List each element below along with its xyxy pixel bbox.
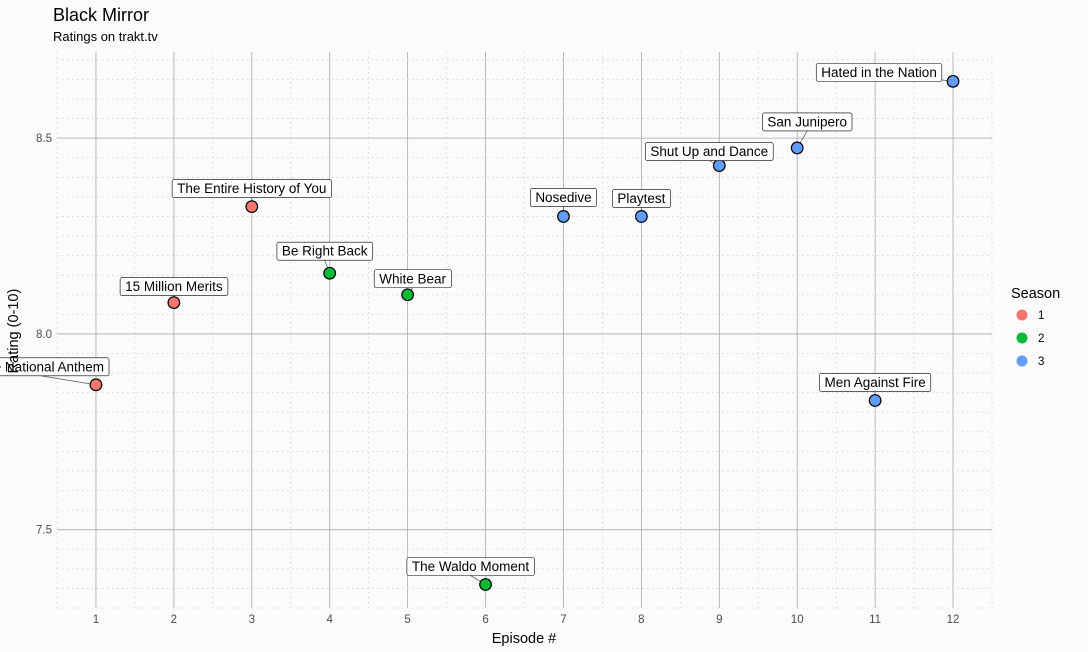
x-tick-label: 2 [171, 614, 177, 626]
point-label: Shut Up and Dance [645, 142, 774, 161]
episode-point [868, 394, 882, 407]
legend-items: 1 2 3 [1016, 309, 1044, 368]
point-label-box [612, 189, 671, 208]
x-tick-label: 11 [869, 614, 881, 626]
point-label-box [815, 63, 943, 82]
point-label-box [819, 373, 932, 392]
episode-point [323, 266, 337, 280]
point-label-text: San Junipero [767, 114, 847, 129]
label-connector [40, 375, 97, 386]
point-label: Nosedive [530, 188, 597, 207]
episode-point [712, 159, 726, 172]
chart-subtitle: Ratings on trakt.tv [53, 29, 158, 44]
point-label: San Junipero [762, 112, 853, 132]
legend-swatch [1016, 355, 1028, 367]
episode-point [790, 141, 804, 155]
point-label-text: Playtest [617, 191, 665, 206]
point-labels: The National Anthem 15 Million Merits The … [0, 63, 943, 576]
point-label-box [0, 357, 110, 377]
point-label: 15 Million Merits [119, 277, 229, 296]
legend-label: 3 [1038, 356, 1044, 368]
episode-point [479, 578, 492, 591]
x-tick-label: 4 [327, 614, 334, 626]
legend-title: Season [1011, 286, 1060, 302]
point-label-text: Men Against Fire [824, 375, 925, 390]
point-label-text: The Waldo Moment [412, 559, 530, 574]
x-axis-label: Episode # [492, 631, 557, 647]
data-points [89, 74, 960, 591]
point-label: The National Anthem [0, 357, 110, 377]
point-label-text: The Entire History of You [177, 181, 326, 196]
point-label-box [171, 179, 332, 198]
point-label-text: 15 Million Merits [125, 279, 223, 294]
point-label-box [276, 241, 374, 261]
episode-point [634, 210, 648, 223]
point-label-box [762, 112, 853, 132]
x-tick-label: 5 [404, 614, 410, 626]
point-label-text: The National Anthem [0, 359, 104, 374]
point-label: The Entire History of You [171, 179, 332, 198]
point-label-text: Nosedive [535, 190, 591, 205]
grid-lines [56, 52, 993, 609]
x-tick-label: 12 [947, 614, 960, 626]
point-label-box [530, 188, 597, 207]
episode-point [245, 200, 259, 214]
point-label: Be Right Back [276, 241, 374, 261]
label-connectors [40, 71, 954, 585]
x-tick-label: 10 [791, 614, 804, 626]
point-label: Hated in the Nation [815, 63, 943, 82]
point-label-box [373, 269, 452, 289]
x-tick-label: 1 [93, 614, 99, 626]
y-axis-ticks: 7.5 8.0 8.5 [36, 133, 52, 537]
episode-point [557, 210, 570, 223]
episode-point [89, 378, 103, 392]
point-label-text: Hated in the Nation [821, 65, 937, 80]
y-tick-label: 8.5 [36, 133, 52, 145]
point-label-box [645, 142, 774, 161]
episode-point [401, 288, 415, 302]
episode-point [946, 74, 960, 88]
point-label-box [119, 277, 229, 296]
point-label-text: White Bear [379, 271, 446, 286]
legend-swatch [1016, 332, 1028, 344]
legend-label: 1 [1038, 310, 1044, 322]
point-label: Men Against Fire [819, 373, 932, 392]
point-label-text: Shut Up and Dance [650, 144, 768, 159]
chart-title: Black Mirror [53, 5, 149, 25]
x-tick-label: 7 [560, 614, 566, 626]
y-tick-label: 7.5 [36, 525, 52, 537]
point-label: The Waldo Moment [406, 557, 535, 576]
x-axis-ticks: 1 2 3 4 5 6 7 8 9 10 11 12 [93, 614, 960, 626]
y-axis-label: Rating (0-10) [6, 289, 22, 374]
point-label: Playtest [612, 189, 671, 208]
x-tick-label: 6 [482, 614, 488, 626]
x-tick-label: 3 [249, 614, 255, 626]
y-tick-label: 8.0 [36, 329, 52, 341]
x-tick-label: 9 [716, 614, 722, 626]
legend-label: 2 [1038, 333, 1044, 345]
point-label: White Bear [373, 269, 452, 289]
point-label-box [406, 557, 535, 576]
x-tick-label: 8 [638, 614, 644, 626]
legend: Season 1 2 3 [1011, 286, 1060, 368]
legend-swatch [1016, 309, 1028, 321]
episode-point [167, 296, 181, 309]
point-label-text: Be Right Back [282, 244, 368, 259]
